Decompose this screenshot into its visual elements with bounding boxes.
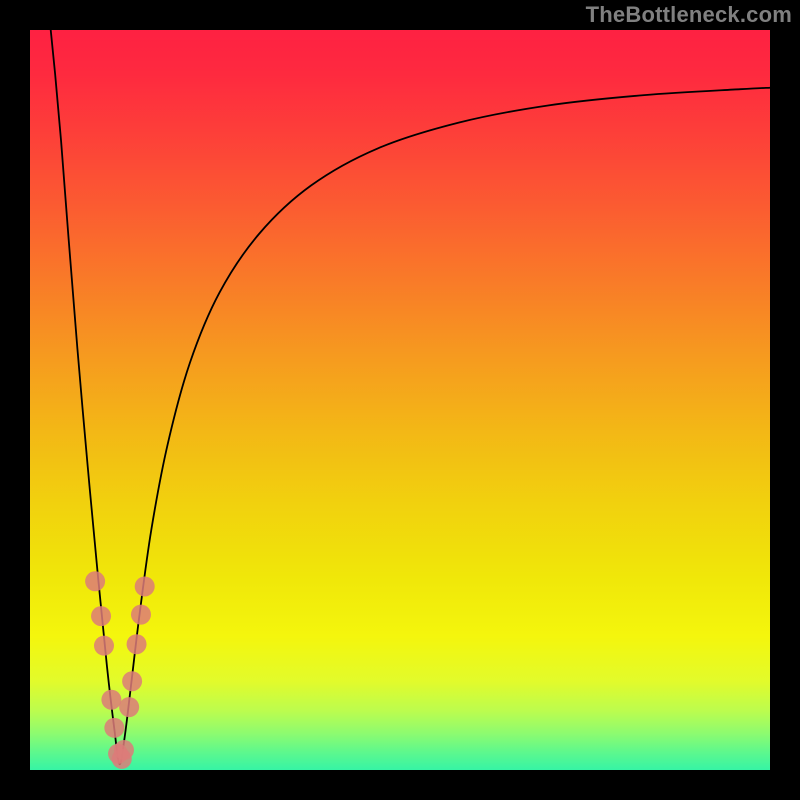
- datapoint-marker: [114, 740, 134, 760]
- datapoint-marker: [127, 634, 147, 654]
- datapoint-marker: [101, 690, 121, 710]
- datapoint-marker: [135, 576, 155, 596]
- plot-background: [30, 30, 770, 770]
- datapoint-marker: [104, 718, 124, 738]
- bottleneck-diagram: TheBottleneck.com: [0, 0, 800, 800]
- datapoint-marker: [94, 636, 114, 656]
- datapoint-marker: [85, 571, 105, 591]
- datapoint-marker: [119, 697, 139, 717]
- datapoint-marker: [122, 671, 142, 691]
- datapoint-marker: [131, 605, 151, 625]
- datapoint-marker: [91, 606, 111, 626]
- gradient-v-curve-plot: [0, 0, 800, 800]
